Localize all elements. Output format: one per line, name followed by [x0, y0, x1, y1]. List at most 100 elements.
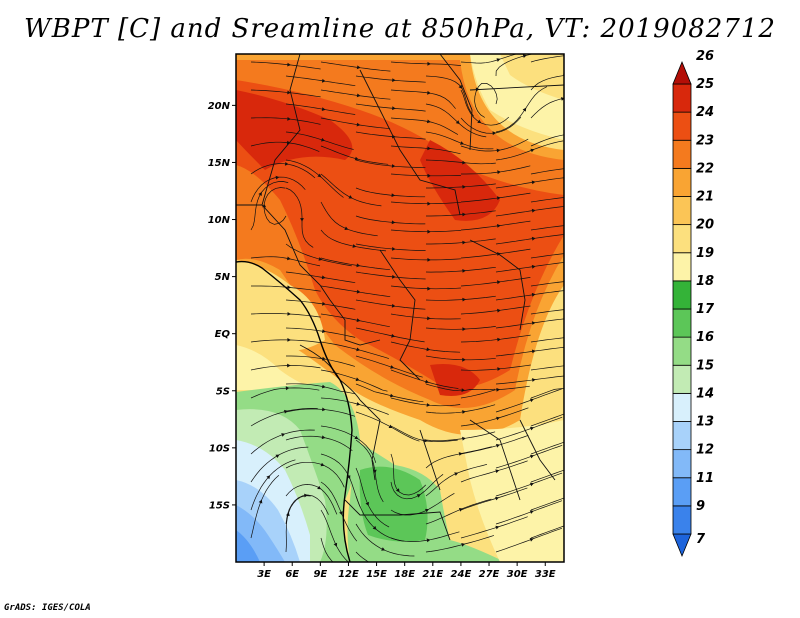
streamline-arrow — [602, 380, 606, 384]
streamline — [355, 327, 425, 343]
streamline-arrow — [567, 335, 571, 339]
colorbar-label: 25 — [696, 77, 714, 92]
streamline-arrow — [497, 367, 501, 371]
streamline — [320, 481, 358, 542]
streamline-arrow — [392, 247, 396, 251]
lon-tick-label: 21E — [422, 569, 443, 580]
streamline — [474, 83, 498, 118]
streamline — [355, 187, 426, 198]
colorbar-segment — [672, 421, 692, 451]
streamline — [390, 173, 461, 177]
streamline-arrow — [322, 356, 326, 361]
colorbar-segment — [672, 533, 692, 558]
streamline — [285, 243, 352, 267]
streamline-arrow — [322, 329, 326, 334]
streamline-arrow — [426, 347, 431, 352]
colorbar-segment — [672, 83, 692, 113]
colorbar-segment — [672, 449, 692, 479]
streamline-arrow — [381, 547, 386, 551]
streamline-arrow — [388, 424, 393, 428]
colorbar-segment — [672, 139, 692, 169]
streamline — [530, 98, 564, 119]
streamline-arrow — [602, 155, 606, 159]
streamline-arrow — [286, 140, 291, 145]
streamline-arrow — [600, 455, 604, 459]
streamline-arrow — [600, 399, 604, 403]
streamline-arrow — [356, 347, 361, 352]
streamline — [425, 383, 496, 392]
streamline-arrow — [354, 435, 359, 440]
streamline — [566, 213, 636, 216]
streamline — [263, 187, 287, 225]
streamlines — [250, 54, 636, 562]
streamline-arrow — [495, 525, 500, 530]
streamline-arrow — [602, 183, 606, 187]
plot-frame — [235, 53, 565, 563]
streamline-arrow — [458, 452, 463, 456]
colorbar-segment — [672, 392, 692, 422]
streamline-arrow — [321, 107, 326, 111]
streamline — [320, 117, 391, 130]
streamline-arrow — [529, 510, 534, 514]
streamline — [390, 285, 461, 290]
streamline — [495, 388, 563, 413]
lat-tick-label: 15S — [209, 500, 230, 511]
streamline — [320, 229, 387, 252]
streamline-arrow — [560, 97, 564, 101]
streamline — [566, 532, 633, 552]
streamline-arrow — [427, 173, 431, 178]
streamline-arrow — [496, 416, 500, 421]
streamline-arrow — [356, 263, 361, 268]
streamline — [495, 290, 564, 301]
streamline-arrow — [284, 162, 289, 166]
streamline-arrow — [339, 511, 343, 516]
streamline-arrow — [333, 542, 338, 547]
lat-tick-label: 10N — [208, 215, 231, 226]
streamline — [460, 305, 531, 315]
streamline-arrow — [285, 386, 290, 391]
colorbar-label: 11 — [696, 471, 714, 486]
streamline — [566, 157, 636, 160]
streamline — [530, 387, 564, 399]
colorbar-segment — [672, 167, 692, 197]
streamline — [355, 243, 426, 251]
wbpt-field — [236, 54, 564, 562]
streamline — [530, 309, 564, 315]
streamline-arrow — [321, 435, 326, 440]
streamline-arrow — [530, 148, 535, 153]
streamline — [250, 339, 321, 343]
streamline-arrow — [497, 252, 501, 256]
coastline — [236, 260, 353, 562]
streamline — [425, 266, 496, 273]
streamline-arrow — [496, 58, 501, 62]
streamline — [460, 89, 510, 126]
streamline-arrow — [530, 454, 534, 459]
streamline — [460, 248, 531, 259]
streamline — [530, 337, 564, 343]
streamline — [355, 299, 426, 310]
streamline — [390, 229, 461, 233]
lon-tick-label: 27E — [479, 569, 500, 580]
streamline-arrow — [287, 117, 291, 121]
streamline-arrow — [287, 363, 291, 368]
streamline — [355, 467, 390, 528]
streamline-arrow — [392, 134, 396, 139]
colorbar-label: 19 — [696, 246, 714, 261]
streamline — [390, 425, 458, 442]
streamline — [566, 101, 636, 105]
streamline-arrow — [600, 427, 604, 431]
streamline-arrow — [286, 512, 290, 517]
streamline-arrow — [530, 426, 534, 431]
colorbar-segment — [672, 196, 692, 226]
streamline-arrow — [287, 338, 291, 342]
streamline-arrow — [321, 137, 325, 142]
lon-tick-label: 6E — [285, 569, 299, 580]
streamline — [250, 459, 296, 511]
streamline — [495, 416, 563, 441]
streamline-arrow — [427, 201, 431, 206]
streamline — [320, 145, 389, 165]
streamline — [355, 383, 424, 403]
streamline-arrow — [427, 229, 431, 234]
streamline-arrow — [262, 203, 267, 208]
